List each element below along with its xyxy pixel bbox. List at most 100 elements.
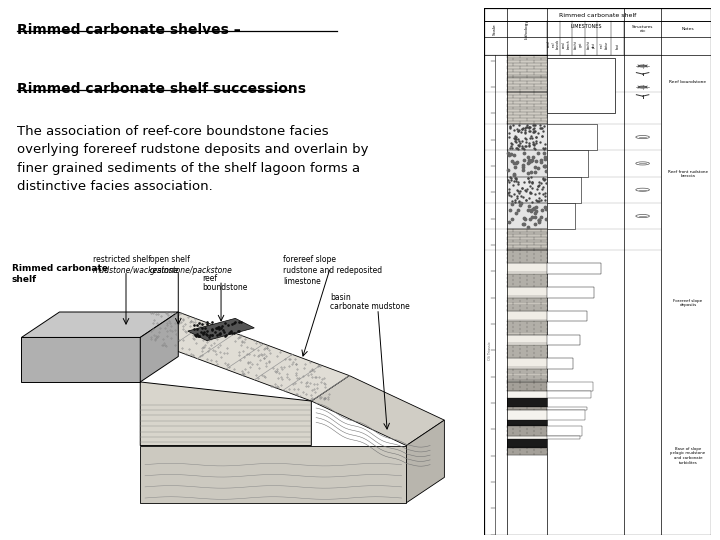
Point — [507, 143, 518, 152]
Bar — [507, 92, 547, 124]
Text: Rimmed carbonate shelf: Rimmed carbonate shelf — [559, 14, 636, 18]
Point — [523, 141, 535, 150]
Point — [525, 207, 536, 215]
Point — [228, 319, 240, 327]
Point — [531, 195, 542, 204]
Point — [202, 320, 213, 328]
Bar — [547, 311, 587, 321]
Point — [524, 133, 536, 142]
Point — [540, 167, 552, 176]
Point — [529, 127, 541, 136]
Point — [534, 178, 545, 186]
Point — [529, 190, 541, 198]
Text: Notes: Notes — [682, 27, 694, 31]
Point — [528, 121, 539, 130]
Text: coral
reef
bounds: coral reef bounds — [547, 39, 560, 49]
Text: limestone: limestone — [283, 277, 320, 286]
Point — [521, 184, 532, 193]
Bar — [507, 448, 547, 455]
Point — [533, 181, 544, 190]
Bar — [507, 203, 547, 229]
Point — [198, 328, 210, 336]
Point — [523, 202, 534, 211]
Point — [524, 181, 536, 190]
Point — [534, 120, 546, 129]
Point — [512, 206, 523, 214]
Point — [504, 206, 516, 214]
Point — [522, 222, 534, 231]
Point — [215, 329, 226, 338]
Bar — [507, 439, 547, 448]
Point — [503, 177, 515, 186]
Point — [524, 189, 536, 198]
Point — [502, 188, 513, 197]
Text: Reef front rudstone
breccia: Reef front rudstone breccia — [668, 170, 708, 178]
Point — [536, 206, 548, 215]
Point — [193, 332, 204, 340]
Point — [534, 216, 545, 225]
Bar — [507, 287, 547, 298]
Point — [521, 141, 532, 150]
Point — [503, 129, 514, 138]
Point — [215, 328, 226, 337]
Bar — [547, 150, 588, 177]
Bar — [507, 334, 547, 345]
Point — [523, 156, 534, 165]
Point — [536, 185, 547, 194]
Point — [528, 140, 540, 149]
Point — [215, 323, 226, 332]
Point — [520, 196, 531, 205]
Point — [512, 192, 523, 201]
Point — [523, 193, 535, 202]
Point — [536, 195, 547, 204]
Point — [540, 179, 552, 187]
Point — [533, 180, 544, 189]
Bar — [547, 426, 582, 436]
Text: forereef slope: forereef slope — [283, 255, 336, 264]
Point — [515, 138, 526, 147]
Point — [525, 173, 536, 181]
Point — [235, 318, 246, 326]
Point — [508, 190, 520, 198]
Point — [512, 193, 523, 202]
Point — [505, 192, 517, 200]
Point — [506, 157, 518, 165]
Point — [528, 163, 540, 171]
Point — [525, 167, 536, 176]
Polygon shape — [140, 446, 406, 503]
Bar — [507, 420, 547, 426]
Point — [503, 191, 515, 199]
Point — [529, 120, 541, 129]
Point — [505, 140, 517, 149]
Point — [530, 220, 541, 228]
Point — [217, 321, 228, 330]
Circle shape — [638, 65, 647, 67]
Point — [539, 174, 550, 183]
Point — [217, 326, 229, 334]
Point — [513, 141, 525, 150]
Point — [206, 318, 217, 326]
Point — [226, 327, 238, 335]
Bar — [547, 407, 588, 410]
Point — [510, 177, 521, 185]
Point — [505, 176, 516, 185]
Point — [518, 220, 529, 228]
Point — [513, 140, 524, 149]
Point — [510, 124, 522, 133]
Point — [509, 198, 521, 207]
Point — [503, 133, 515, 142]
Point — [539, 196, 551, 205]
Bar — [547, 392, 591, 397]
Point — [523, 123, 535, 132]
Point — [532, 196, 544, 205]
Point — [539, 162, 551, 171]
Point — [513, 198, 525, 206]
Point — [509, 195, 521, 204]
Point — [519, 142, 531, 151]
Point — [194, 319, 205, 327]
Point — [505, 143, 516, 152]
Point — [534, 197, 545, 205]
Bar — [507, 369, 547, 382]
Bar — [547, 287, 594, 298]
Point — [519, 129, 531, 138]
